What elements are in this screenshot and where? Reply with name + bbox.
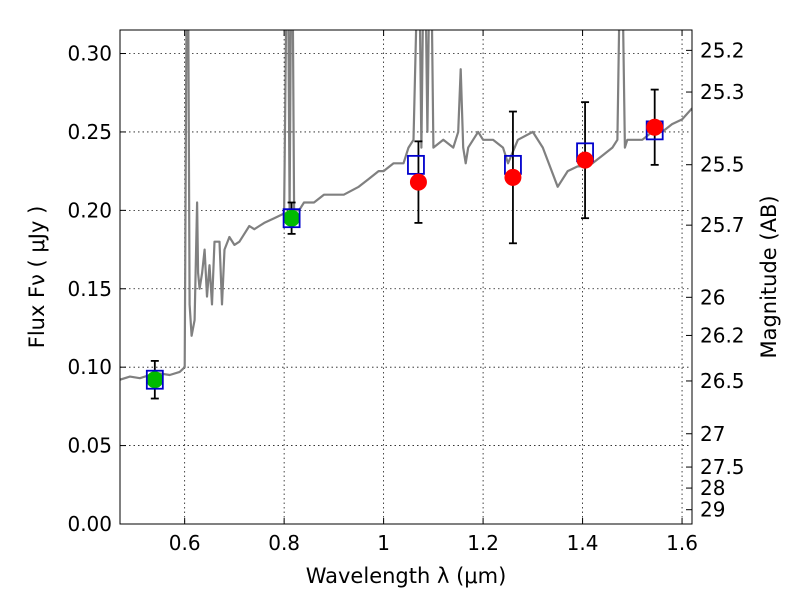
axis-ticks: 0.6 0.8 1 1.2 1.4 1.6 0.00 0.05 0.10 0.15 0.20 0.25…	[67, 30, 745, 555]
right-axis-title: Magnitude (AB)	[757, 195, 781, 358]
mag-tick-label: 29	[700, 498, 725, 522]
y-tick-label: 0.20	[67, 198, 112, 222]
optical-point	[283, 209, 301, 227]
x-tick-label: 1.6	[666, 531, 698, 555]
model-flux-square	[145, 369, 164, 390]
model-flux-square	[282, 208, 301, 229]
model-spectrum-line	[120, 30, 692, 381]
nir-point	[504, 168, 522, 186]
y-axis-title: Flux Fν ( μJy )	[25, 206, 49, 349]
x-axis-title: Wavelength λ (μm)	[306, 564, 507, 588]
x-tick-label: 1.4	[567, 531, 599, 555]
mag-tick-label: 26.2	[700, 323, 745, 347]
y-tick-label: 0.15	[67, 277, 112, 301]
nir-point	[646, 118, 664, 136]
y-tick-label: 0.30	[67, 42, 112, 66]
mag-tick-label: 27.5	[700, 455, 745, 479]
y-tick-label: 0.05	[67, 434, 112, 458]
y-tick-label: 0.10	[67, 355, 112, 379]
nir-point	[576, 151, 594, 169]
mag-tick-label: 28	[700, 476, 725, 500]
nir-point	[409, 173, 427, 191]
plot-area	[120, 30, 692, 400]
y-tick-label: 0.00	[67, 512, 112, 536]
x-tick-label: 0.6	[169, 531, 201, 555]
x-tick-label: 0.8	[268, 531, 300, 555]
mag-tick-label: 26	[700, 285, 725, 309]
mag-tick-label: 25.2	[700, 38, 745, 62]
mag-tick-label: 26.5	[700, 369, 745, 393]
x-tick-label: 1	[377, 531, 390, 555]
mag-tick-label: 25.3	[700, 80, 745, 104]
mag-tick-label: 25.5	[700, 153, 745, 177]
model-flux-square	[407, 154, 425, 175]
optical-point	[146, 371, 164, 389]
mag-tick-label: 25.7	[700, 213, 745, 237]
y-tick-label: 0.25	[67, 120, 112, 144]
mag-tick-label: 27	[700, 422, 725, 446]
plot-frame	[119, 29, 693, 525]
x-tick-label: 1.2	[467, 531, 499, 555]
